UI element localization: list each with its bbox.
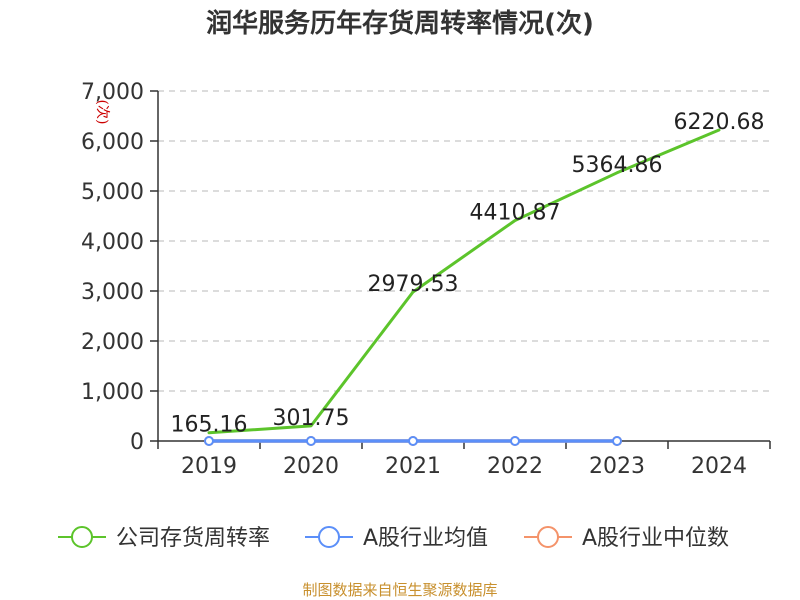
y-tick-label: 3,000 <box>81 280 144 305</box>
y-axis-label: (次) <box>94 100 110 125</box>
y-tick-label: 0 <box>130 430 144 455</box>
legend: 公司存货周转率 A股行业均值 A股行业中位数 <box>58 526 729 551</box>
y-tick-label: 1,000 <box>81 380 144 405</box>
series-point <box>306 436 316 446</box>
series-point <box>204 436 214 446</box>
y-tick-label: 2,000 <box>81 330 144 355</box>
x-tick-label: 2023 <box>589 454 645 479</box>
chart-title: 润华服务历年存货周转率情况(次) <box>206 8 594 39</box>
x-tick-label: 2021 <box>385 454 441 479</box>
x-tick-label: 2022 <box>487 454 543 479</box>
y-tick-label: 5,000 <box>81 180 144 205</box>
x-tick-label: 2020 <box>283 454 339 479</box>
axes: 0 1,000 2,000 3,000 4,000 5,000 6,000 7,000 2019… <box>81 80 771 479</box>
data-label: 5364.86 <box>572 153 663 178</box>
x-tick-label: 2019 <box>181 454 237 479</box>
x-tick-label: 2024 <box>691 454 747 479</box>
data-label: 2979.53 <box>368 272 459 297</box>
legend-item: 公司存货周转率 <box>58 526 270 551</box>
legend-marker <box>71 526 93 548</box>
legend-label: A股行业均值 <box>363 526 488 551</box>
series-point <box>408 436 418 446</box>
y-tick-label: 7,000 <box>81 80 144 105</box>
legend-label: 公司存货周转率 <box>116 526 270 551</box>
series-point <box>612 436 622 446</box>
legend-item: A股行业中位数 <box>524 526 729 551</box>
legend-marker <box>537 526 559 548</box>
legend-item: A股行业均值 <box>305 526 488 551</box>
data-label: 301.75 <box>273 406 350 431</box>
data-labels: 165.16 301.75 2979.53 4410.87 5364.86 6220.68 <box>171 110 765 438</box>
data-label: 4410.87 <box>470 200 561 225</box>
series-point <box>510 436 520 446</box>
data-label: 6220.68 <box>674 110 765 135</box>
grid-lines <box>158 90 770 392</box>
series-line <box>207 128 721 435</box>
series-lines <box>204 128 721 446</box>
source-note: 制图数据来自恒生聚源数据库 <box>302 581 497 599</box>
data-label: 165.16 <box>171 413 248 438</box>
legend-label: A股行业中位数 <box>582 526 729 551</box>
legend-marker <box>318 526 340 548</box>
y-tick-label: 4,000 <box>81 230 144 255</box>
y-tick-label: 6,000 <box>81 130 144 155</box>
